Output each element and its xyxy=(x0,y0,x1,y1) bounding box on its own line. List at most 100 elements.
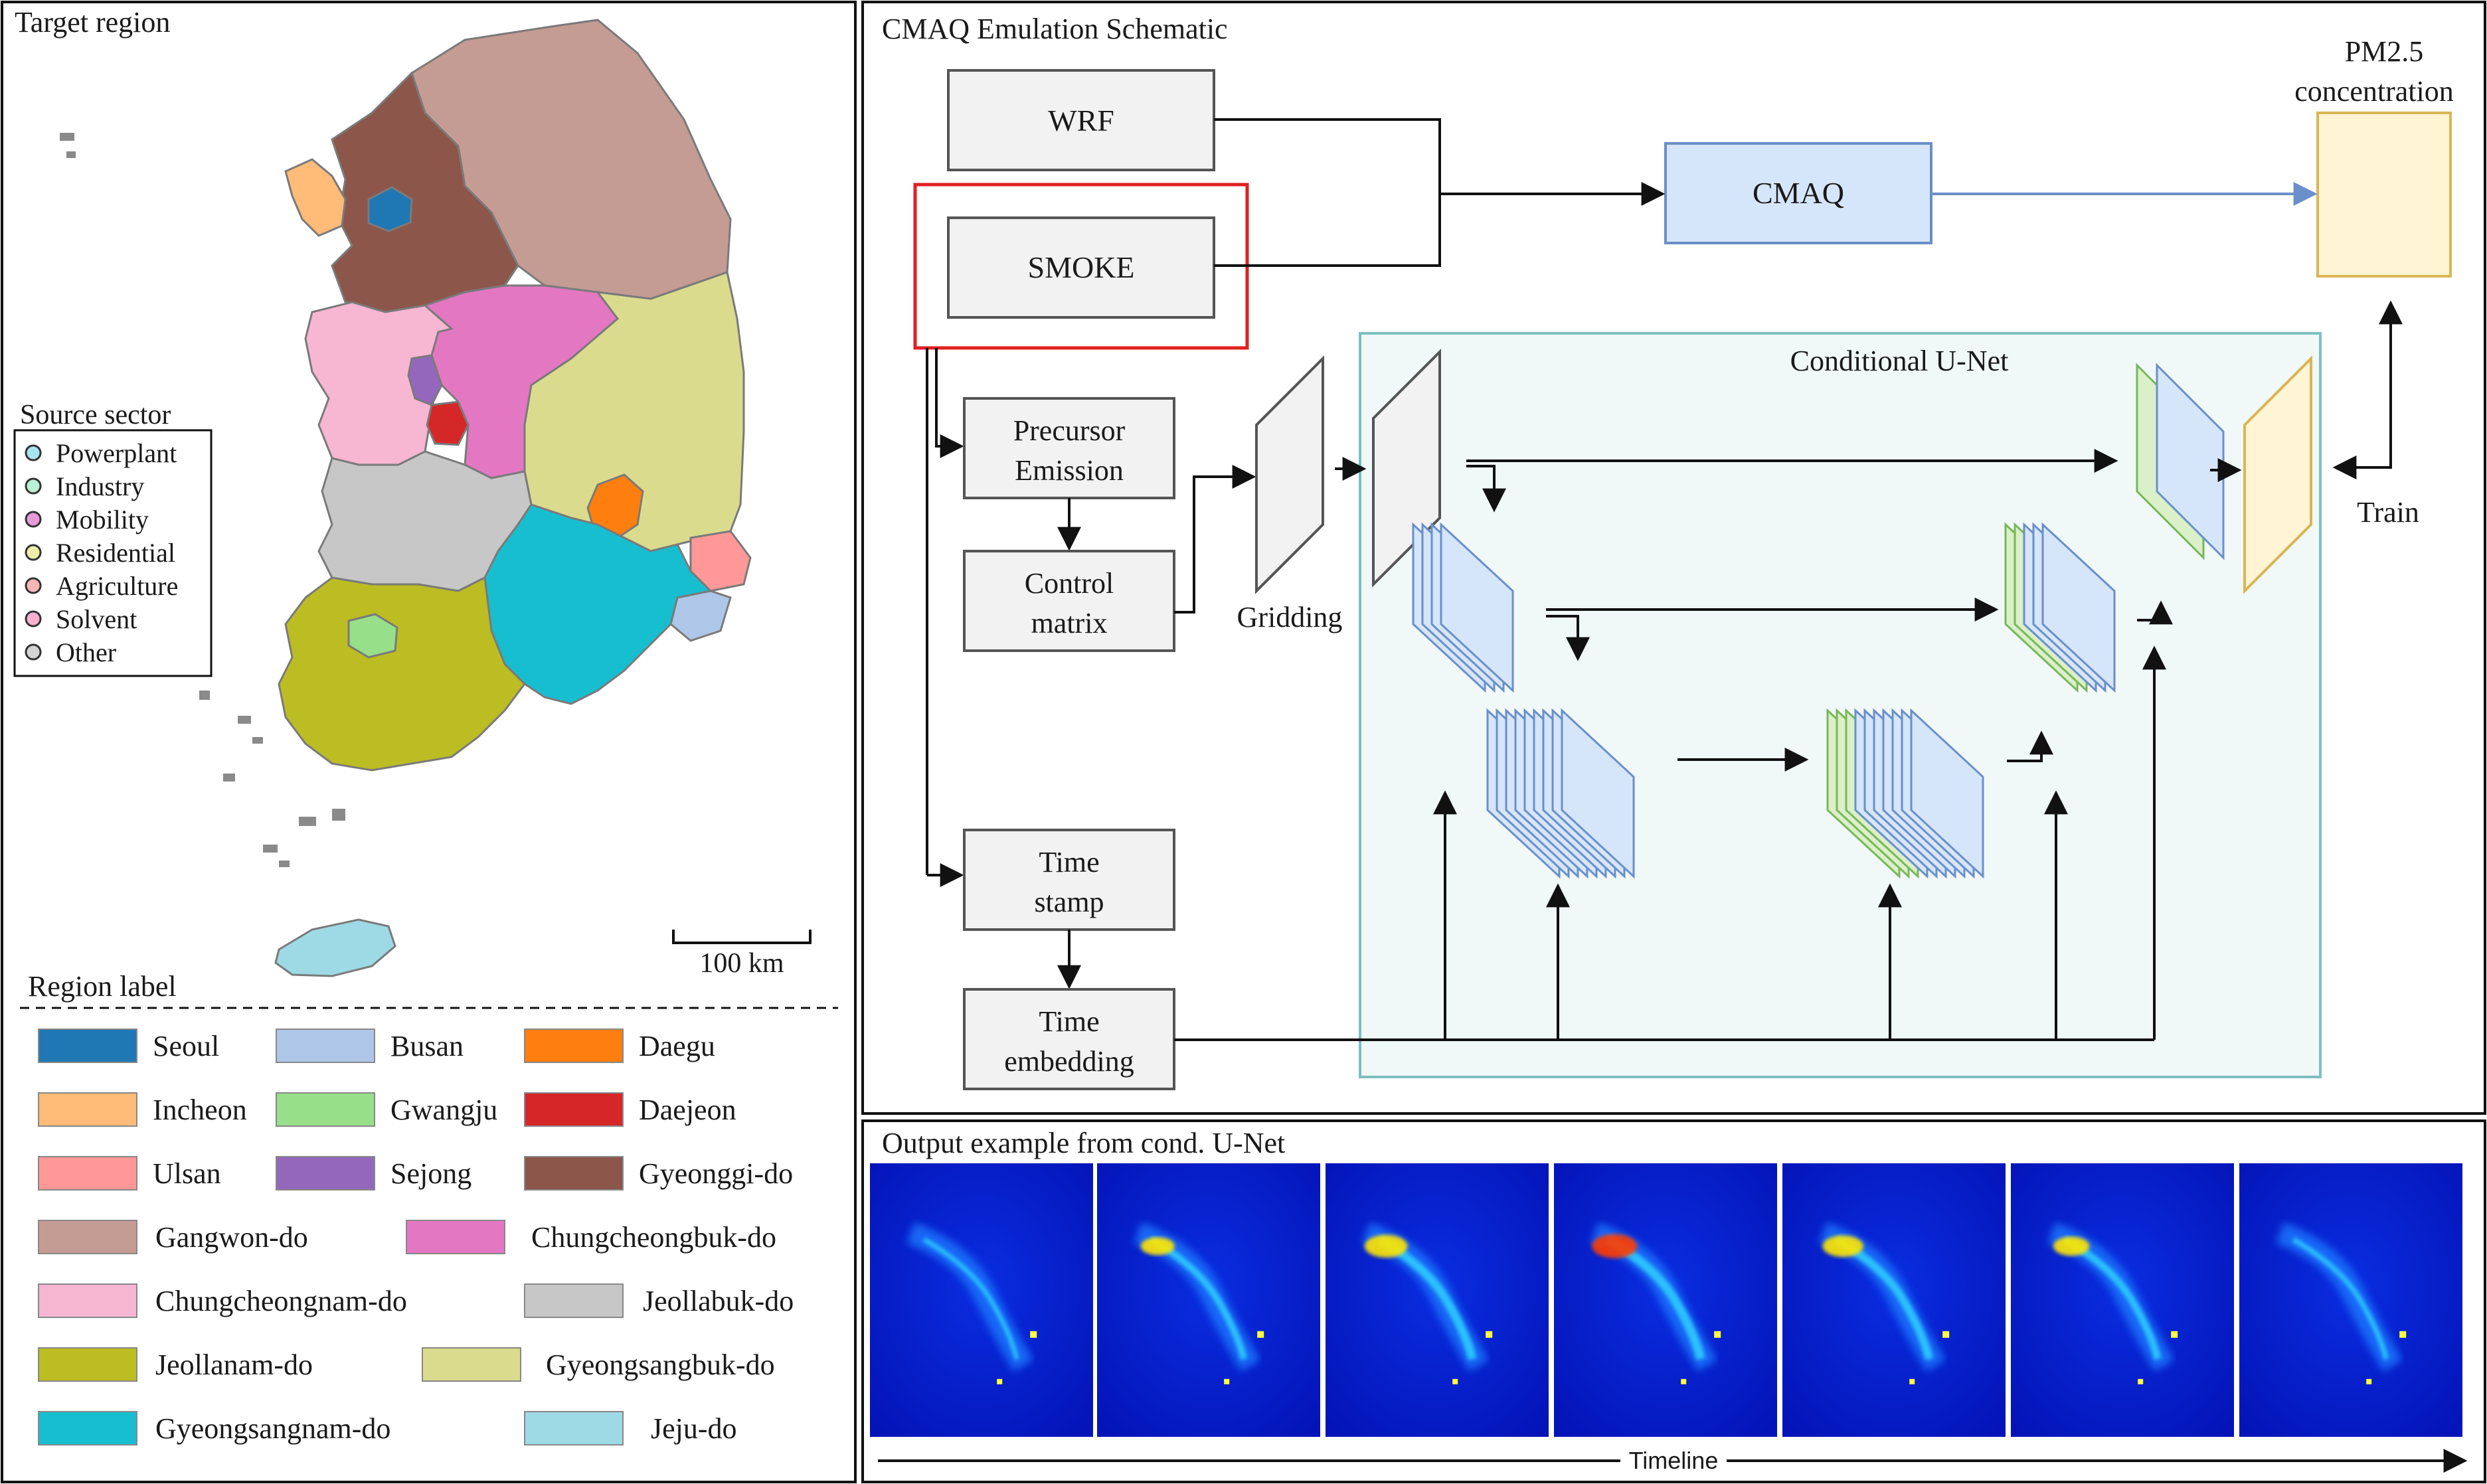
scale-bar: 100 km xyxy=(672,930,812,979)
plume-core xyxy=(2292,1237,2389,1360)
precursor-label-1: Precursor xyxy=(1013,414,1126,447)
region-swatch xyxy=(276,1092,375,1127)
time-embedding-box xyxy=(963,988,1175,1090)
plume-core xyxy=(1377,1236,1477,1360)
heatmap-frame xyxy=(1097,1163,1320,1437)
region-label: Jeju-do xyxy=(651,1412,737,1445)
sector-label: Residential xyxy=(56,538,175,568)
control-to-gridding-arrow xyxy=(1174,465,1256,614)
smoke-box xyxy=(947,216,1215,319)
point-source xyxy=(997,1378,1003,1384)
region-label: Jeollanam-do xyxy=(155,1349,313,1381)
region-swatch xyxy=(38,1092,137,1127)
hotspot xyxy=(1822,1235,1863,1258)
precursor-label-2: Emission xyxy=(1015,454,1124,487)
region-label: Seoul xyxy=(153,1030,219,1062)
feature-map-layer xyxy=(1440,522,1514,693)
region-legend-items: Seoul Busan Daegu Incheon Gwangju Daejeon Ulsa… xyxy=(38,1029,794,1445)
hotspot xyxy=(1592,1234,1638,1258)
sector-label: Mobility xyxy=(56,505,149,535)
heatmap-frame xyxy=(1554,1163,1777,1437)
point-source xyxy=(2171,1331,2178,1338)
point-source xyxy=(1486,1331,1493,1338)
unet-title: Conditional U-Net xyxy=(1790,345,2009,377)
region-daegu xyxy=(586,473,644,539)
korea-map xyxy=(60,19,752,977)
region-swatch xyxy=(38,1347,137,1382)
point-source xyxy=(2366,1378,2372,1384)
region-swatch xyxy=(276,1156,375,1191)
heatmap-frame xyxy=(2239,1163,2462,1437)
output-panel-frame xyxy=(861,1119,2486,1483)
map-islands xyxy=(60,133,345,867)
region-busan xyxy=(669,590,732,642)
sector-label: Powerplant xyxy=(56,438,177,468)
sector-swatch xyxy=(25,610,42,627)
region-label: Daegu xyxy=(639,1030,715,1062)
region-swatch xyxy=(38,1156,137,1191)
region-legend-title: Region label xyxy=(28,970,177,1003)
region-jeollanam-do xyxy=(278,576,526,772)
region-swatch xyxy=(524,1411,624,1445)
region-label: Gyeonggi-do xyxy=(639,1157,793,1190)
schematic-panel-frame xyxy=(861,1,2486,1115)
region-swatch xyxy=(422,1347,521,1382)
region-label: Gyeongsangbuk-do xyxy=(546,1349,775,1381)
scale-label: 100 km xyxy=(699,948,784,979)
output-panel-title: Output example from cond. U-Net xyxy=(882,1127,1285,1159)
region-label: Gyeongsangnam-do xyxy=(155,1412,390,1445)
map-panel-frame xyxy=(1,1,857,1483)
cmaq-box xyxy=(1664,142,1932,244)
point-source xyxy=(1714,1331,1721,1338)
control-matrix-box xyxy=(963,550,1175,652)
point-source xyxy=(1030,1331,1037,1338)
point-source xyxy=(1224,1378,1230,1384)
plume-core xyxy=(1605,1235,1705,1360)
region-label: Chungcheongnam-do xyxy=(155,1285,407,1317)
region-swatch xyxy=(524,1029,624,1063)
feature-map-layer xyxy=(1910,708,1984,879)
pm-label-line1: PM2.5 xyxy=(2345,35,2424,68)
region-swatch xyxy=(406,1220,505,1254)
sector-swatch xyxy=(25,577,42,594)
heatmap-frame xyxy=(1782,1163,2006,1437)
cmaq-label: CMAQ xyxy=(1753,176,1844,210)
wrf-box xyxy=(947,69,1215,171)
region-swatch xyxy=(38,1411,137,1445)
point-source xyxy=(2138,1378,2144,1384)
feature-map-layer xyxy=(1561,708,1635,879)
timeline-label-bg xyxy=(1620,1447,1727,1474)
unet-output-slab xyxy=(2243,355,2312,594)
region-swatch xyxy=(38,1029,137,1063)
smoke-label: SMOKE xyxy=(1027,250,1134,284)
schematic-title: CMAQ Emulation Schematic xyxy=(882,13,1228,45)
hotspot xyxy=(2053,1236,2090,1256)
plume-core xyxy=(2063,1236,2162,1360)
plume-core xyxy=(922,1237,1019,1360)
region-label: Incheon xyxy=(153,1094,247,1126)
plume-core xyxy=(1149,1236,1248,1360)
region-swatch xyxy=(38,1220,137,1254)
sector-label: Solvent xyxy=(56,604,137,634)
heatmap-frame xyxy=(870,1163,1093,1437)
sector-swatch xyxy=(25,544,42,561)
sector-label: Industry xyxy=(56,471,144,501)
region-swatch xyxy=(38,1283,137,1318)
region-jeju-do xyxy=(274,918,396,977)
sector-swatch xyxy=(25,477,42,495)
region-label: Ulsan xyxy=(153,1157,221,1190)
sector-label: Other xyxy=(56,637,116,667)
control-label-1: Control xyxy=(1025,567,1114,600)
region-incheon xyxy=(284,158,347,237)
timeemb-label-1: Time xyxy=(1039,1005,1099,1038)
precursor-box xyxy=(963,397,1175,499)
point-source xyxy=(1452,1378,1458,1384)
region-label: Chungcheongbuk-do xyxy=(531,1221,776,1254)
region-seoul xyxy=(367,186,413,232)
region-swatch xyxy=(276,1029,375,1063)
hotspot xyxy=(1140,1237,1175,1256)
map-panel-title: Target region xyxy=(15,6,170,39)
point-source xyxy=(1681,1378,1687,1384)
